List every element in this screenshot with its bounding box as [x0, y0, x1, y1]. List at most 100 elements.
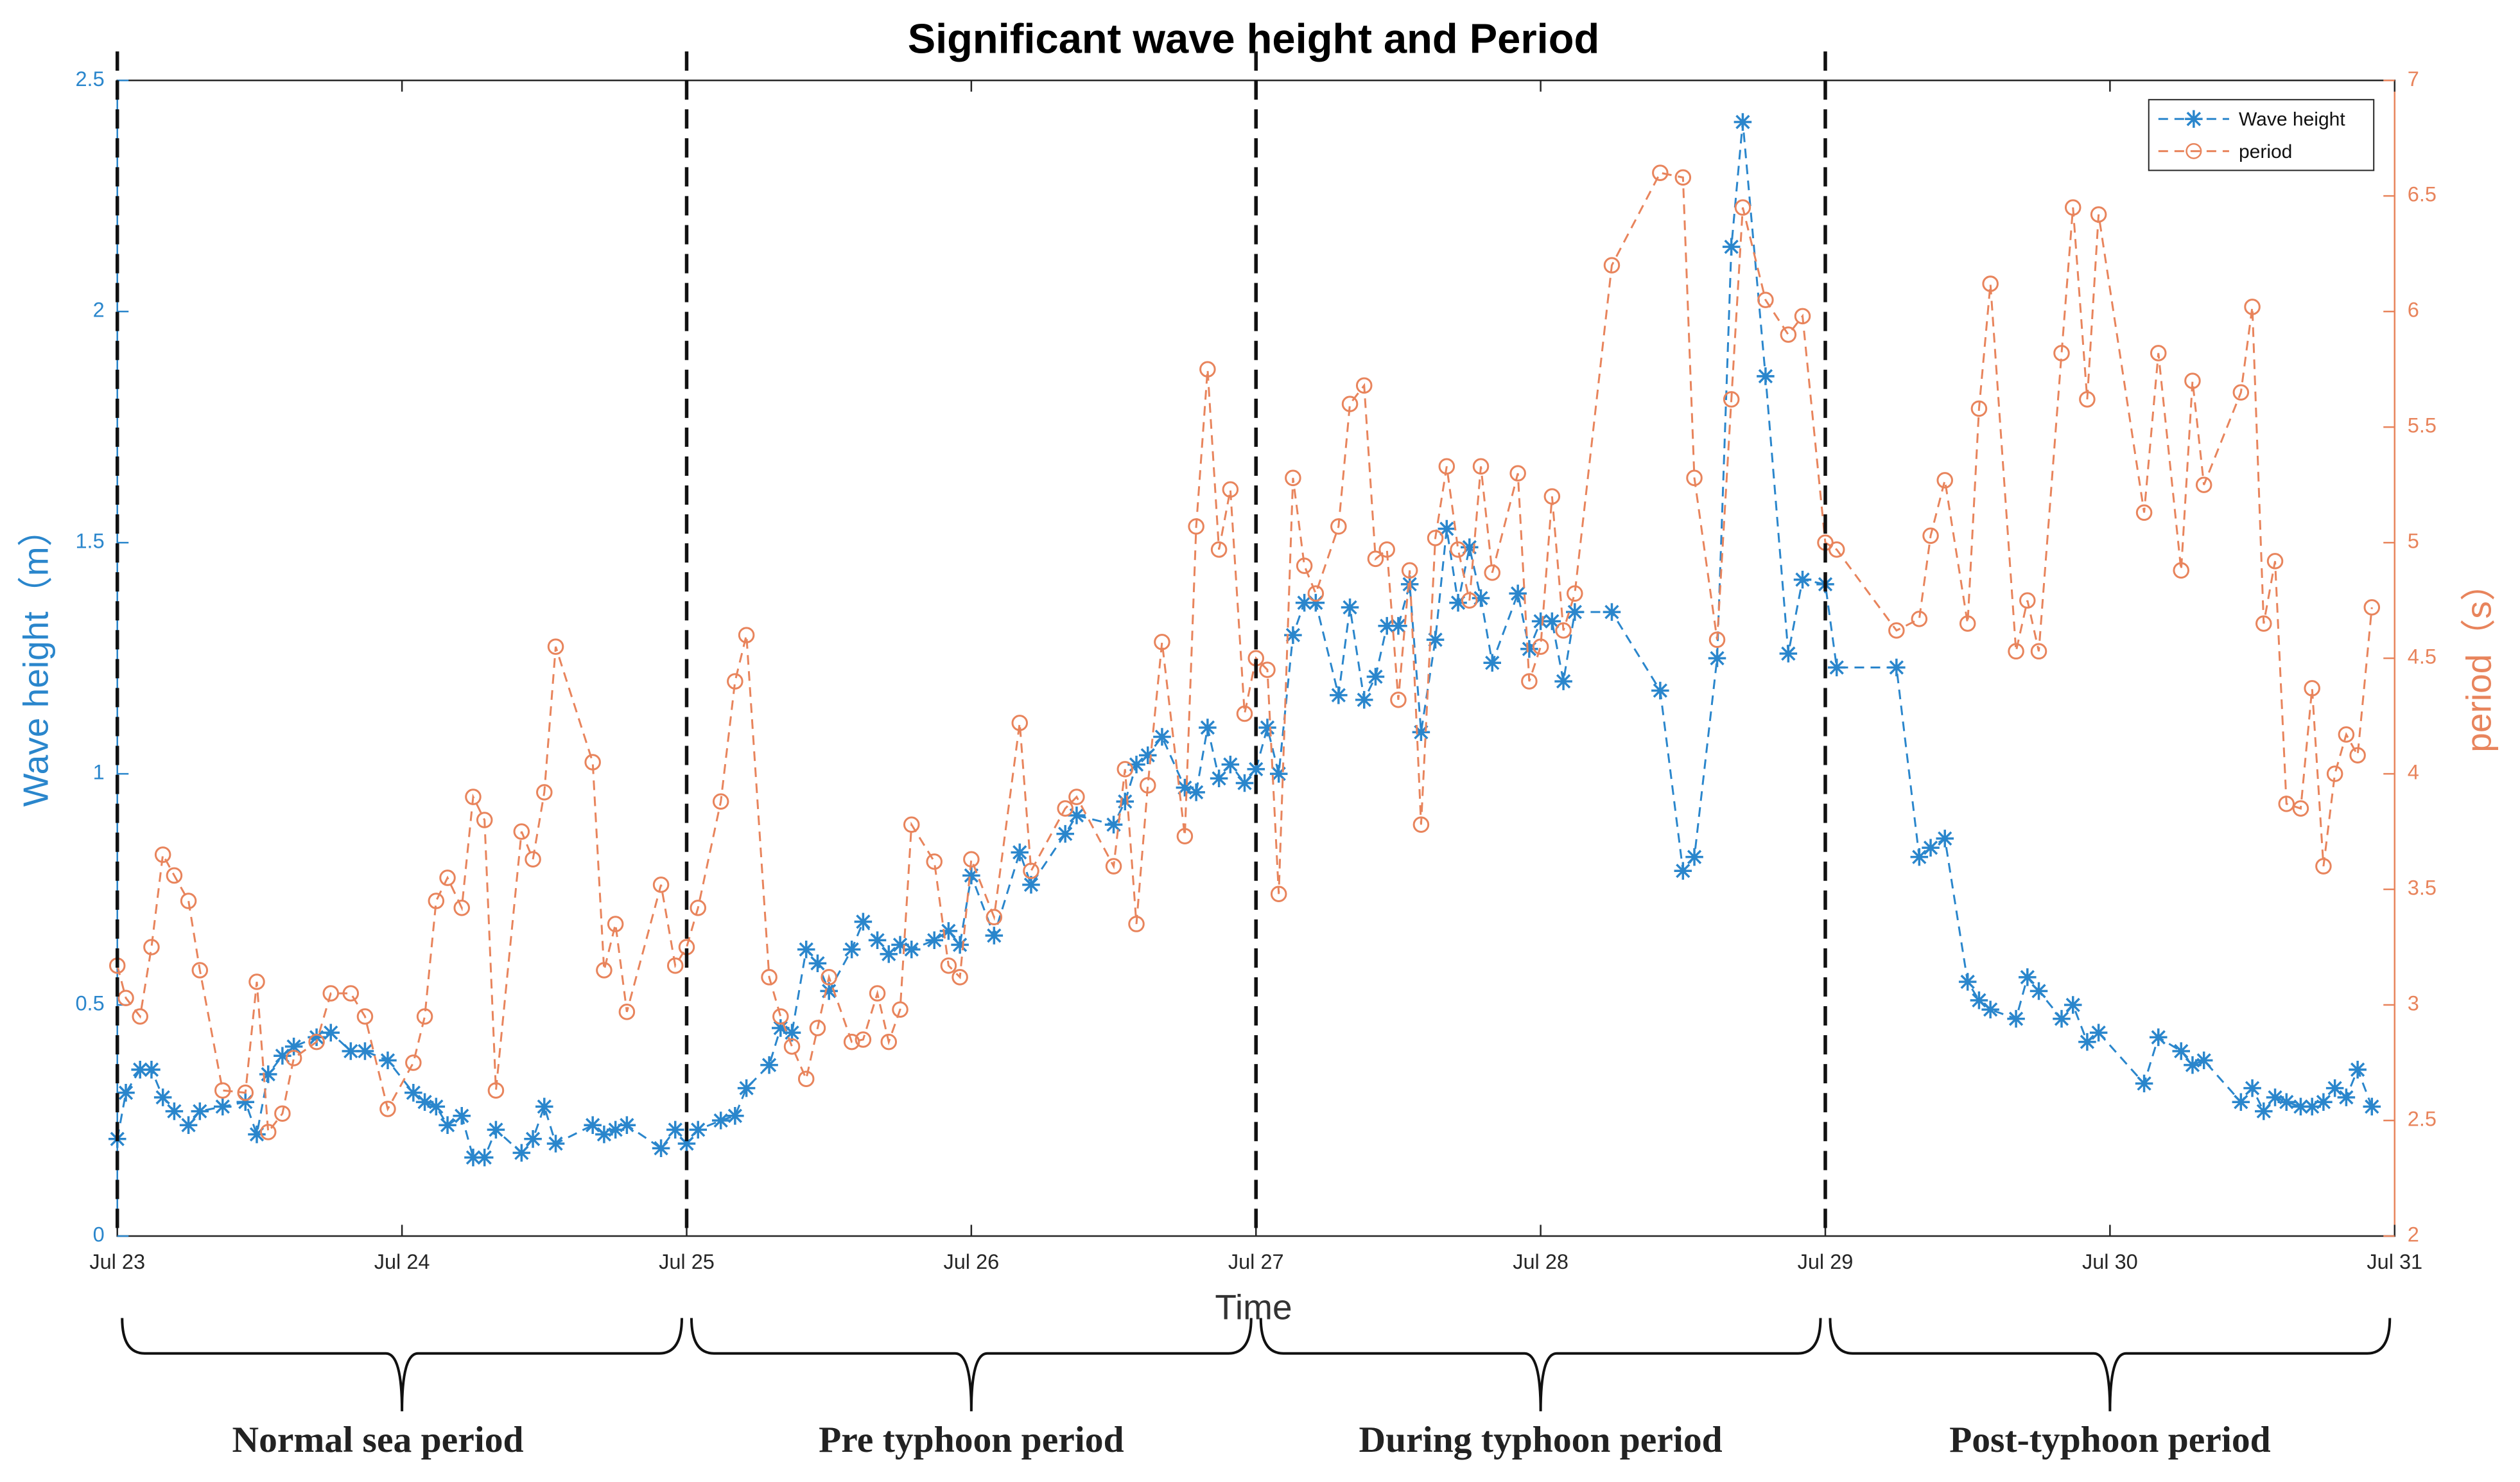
marker — [2266, 553, 2284, 570]
marker — [1652, 164, 1669, 181]
marker — [259, 1065, 277, 1083]
marker — [274, 1047, 291, 1065]
marker — [512, 1144, 531, 1162]
marker — [726, 1107, 744, 1125]
marker — [1284, 626, 1302, 644]
y-tick-label: 2.5 — [75, 67, 104, 91]
y2-tick-label: 6.5 — [2408, 183, 2437, 206]
period-brace — [121, 1318, 683, 1411]
marker — [2064, 199, 2081, 216]
marker — [1199, 361, 1216, 378]
marker — [797, 1070, 815, 1087]
marker — [1153, 728, 1171, 746]
marker — [952, 969, 968, 986]
marker — [1199, 719, 1217, 737]
marker — [1154, 634, 1170, 650]
period-label: Pre typhoon period — [819, 1420, 1124, 1460]
marker — [1104, 815, 1123, 834]
marker — [2277, 1093, 2296, 1111]
marker — [1235, 774, 1254, 792]
marker — [1543, 612, 1561, 631]
marker — [1827, 658, 1846, 677]
marker — [2349, 1061, 2367, 1079]
marker — [513, 823, 530, 840]
marker — [772, 1019, 790, 1037]
marker — [820, 982, 838, 1000]
legend-marker — [2185, 110, 2203, 128]
marker — [1958, 973, 1977, 991]
period-label: Post-typhoon period — [1949, 1420, 2271, 1460]
marker — [1723, 391, 1740, 408]
marker — [2349, 747, 2366, 764]
marker — [1116, 792, 1134, 811]
marker — [1341, 396, 1359, 412]
marker — [322, 1024, 340, 1042]
marker — [986, 909, 1003, 926]
y2-tick-label: 5.5 — [2408, 414, 2437, 437]
marker — [1461, 538, 1479, 557]
marker — [618, 1116, 636, 1134]
series-line — [116, 121, 2373, 1159]
marker — [525, 851, 541, 868]
marker — [214, 1097, 232, 1116]
marker — [308, 1033, 325, 1050]
marker — [179, 1116, 198, 1134]
marker — [416, 1008, 433, 1025]
marker — [1412, 816, 1430, 833]
x-tick-label: Jul 25 — [659, 1250, 715, 1273]
marker — [892, 1001, 908, 1018]
marker — [1127, 755, 1145, 774]
marker — [453, 1107, 471, 1125]
marker — [2053, 1009, 2071, 1028]
marker — [1105, 858, 1122, 875]
y-tick-label: 0.5 — [75, 992, 104, 1015]
marker — [1222, 481, 1239, 498]
marker — [2232, 384, 2250, 401]
marker — [1330, 518, 1347, 535]
y2-tick-label: 2.5 — [2408, 1108, 2437, 1131]
marker — [2266, 1088, 2284, 1106]
marker — [606, 1120, 625, 1139]
marker — [2090, 206, 2107, 223]
period-label: During typhoon period — [1359, 1420, 1723, 1460]
y-axis-label: Wave height（m） — [16, 511, 56, 806]
marker — [1780, 326, 1797, 343]
marker — [1734, 113, 1752, 131]
marker — [2089, 1024, 2108, 1042]
marker — [1757, 367, 1775, 385]
marker — [797, 940, 815, 959]
marker — [2255, 1102, 2273, 1120]
marker — [902, 940, 921, 959]
marker — [248, 1125, 266, 1144]
legend-marker — [2185, 143, 2202, 159]
marker — [1757, 292, 1774, 308]
marker — [2194, 1051, 2213, 1070]
marker — [1139, 777, 1156, 794]
marker — [1176, 778, 1194, 797]
marker — [2337, 1088, 2356, 1106]
marker — [677, 1135, 696, 1153]
marker — [1674, 862, 1692, 880]
y2-tick-label: 2 — [2408, 1223, 2419, 1246]
marker — [2173, 562, 2189, 579]
marker — [2030, 643, 2047, 660]
marker — [117, 1084, 135, 1102]
marker — [1188, 518, 1204, 535]
marker — [1509, 584, 1527, 603]
legend-box — [2148, 99, 2375, 171]
marker — [2019, 968, 2037, 986]
marker — [2029, 982, 2048, 1000]
marker — [783, 1038, 801, 1055]
marker — [427, 1097, 446, 1116]
marker — [1566, 603, 1584, 621]
series-markers — [109, 164, 2381, 1140]
marker — [2064, 996, 2082, 1014]
legend-label: period — [2239, 141, 2292, 162]
marker — [1056, 824, 1074, 843]
marker — [1959, 615, 1976, 632]
marker — [284, 1038, 303, 1056]
marker — [1011, 715, 1029, 731]
marker — [2326, 765, 2343, 782]
x-tick-label: Jul 28 — [1513, 1250, 1568, 1273]
